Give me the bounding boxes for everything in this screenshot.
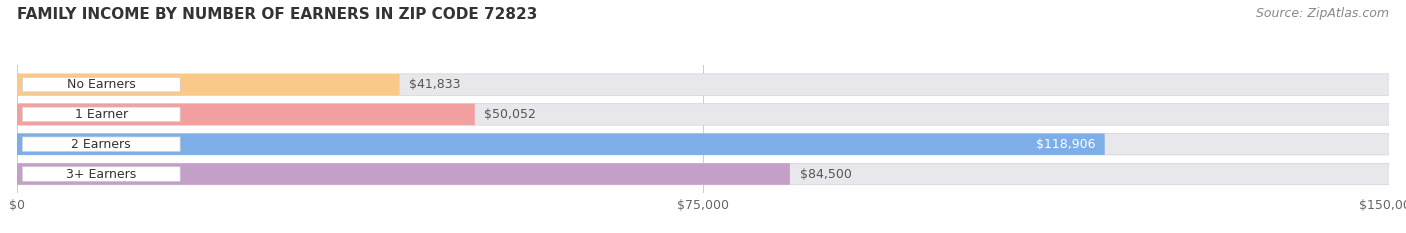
PathPatch shape [17,104,475,125]
PathPatch shape [22,167,180,181]
Text: Source: ZipAtlas.com: Source: ZipAtlas.com [1256,7,1389,20]
Text: $50,052: $50,052 [485,108,536,121]
Text: 3+ Earners: 3+ Earners [66,168,136,181]
Text: $118,906: $118,906 [1036,138,1095,151]
PathPatch shape [17,74,1389,95]
PathPatch shape [17,134,1105,155]
Text: 1 Earner: 1 Earner [75,108,128,121]
Text: $84,500: $84,500 [800,168,852,181]
PathPatch shape [22,77,180,92]
Text: FAMILY INCOME BY NUMBER OF EARNERS IN ZIP CODE 72823: FAMILY INCOME BY NUMBER OF EARNERS IN ZI… [17,7,537,22]
Text: 2 Earners: 2 Earners [72,138,131,151]
PathPatch shape [17,134,1389,155]
PathPatch shape [17,163,790,185]
Text: No Earners: No Earners [67,78,135,91]
PathPatch shape [17,104,1389,125]
PathPatch shape [22,137,180,151]
PathPatch shape [17,74,399,95]
PathPatch shape [17,163,1389,185]
Text: $41,833: $41,833 [409,78,461,91]
PathPatch shape [22,107,180,122]
